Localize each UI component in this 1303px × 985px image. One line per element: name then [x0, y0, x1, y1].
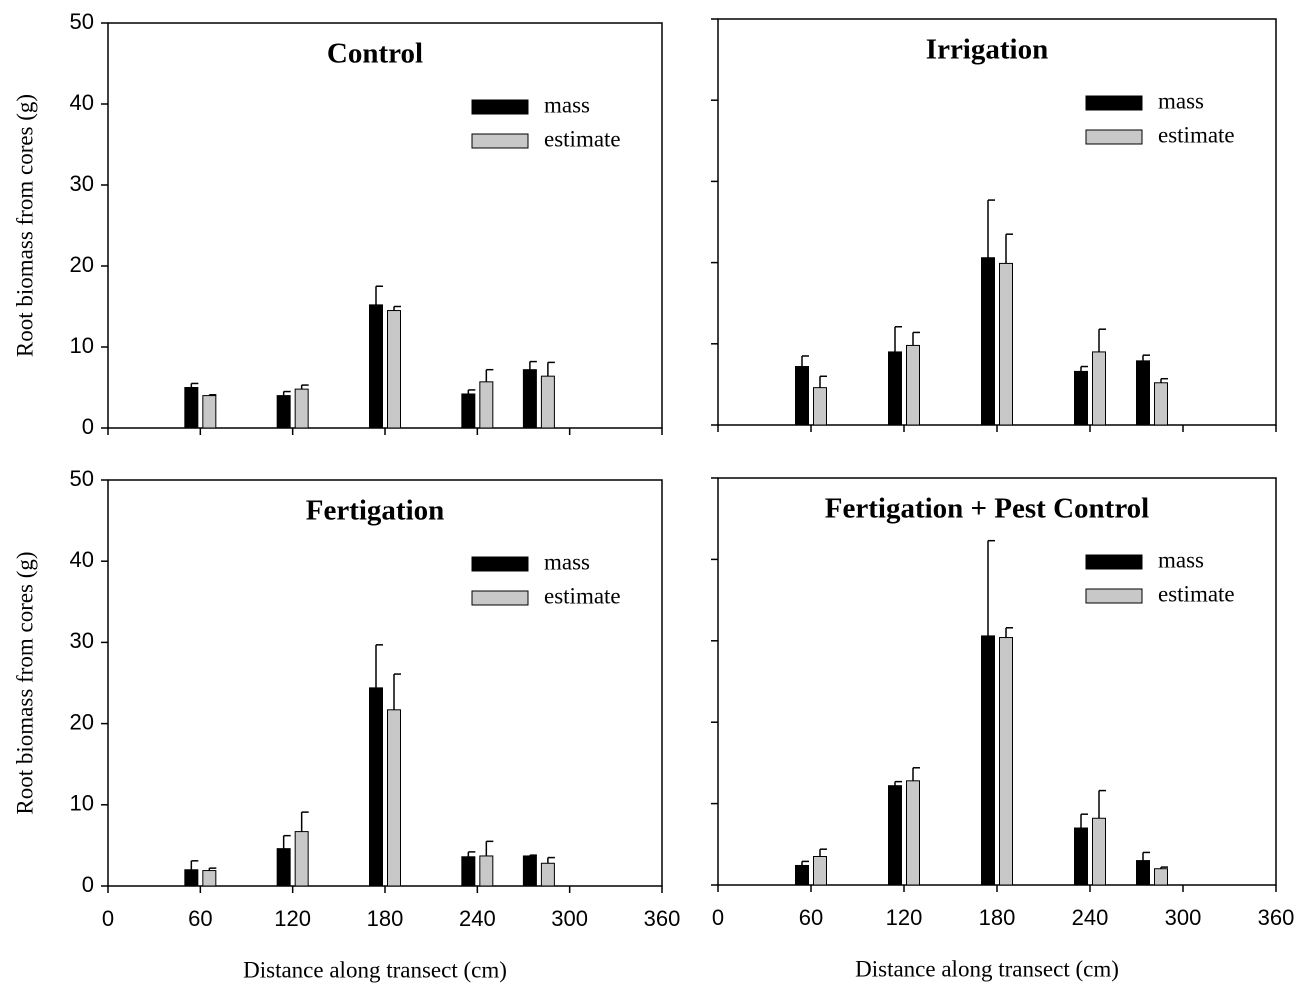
bar [1092, 351, 1106, 426]
bar [184, 387, 199, 429]
bar [202, 870, 217, 887]
x-tick-label: 60 [188, 906, 212, 931]
y-tick-label: 40 [70, 90, 94, 115]
y-axis-label: Root biomass from cores (g) [12, 94, 37, 357]
bar [522, 855, 537, 887]
x-tick-label: 240 [459, 906, 496, 931]
bar [276, 848, 291, 887]
bar [888, 351, 902, 426]
y-tick-label: 0 [82, 414, 94, 439]
legend-swatch [1085, 588, 1143, 604]
bar [1092, 817, 1106, 886]
panel-title: Fertigation [306, 495, 445, 527]
y-tick-label: 20 [70, 709, 94, 734]
x-tick-label: 240 [1072, 905, 1109, 930]
y-tick-label: 0 [82, 872, 94, 897]
panel-title: Fertigation + Pest Control [825, 493, 1149, 525]
bar [1154, 868, 1168, 886]
legend-label: estimate [1158, 122, 1235, 147]
x-tick-label: 180 [979, 905, 1016, 930]
x-tick-label: 0 [712, 905, 724, 930]
bar [888, 785, 902, 886]
y-tick-label: 20 [70, 252, 94, 277]
bar [813, 387, 827, 426]
x-tick-label: 300 [1165, 905, 1202, 930]
bar [387, 310, 401, 429]
y-tick-label: 50 [70, 466, 94, 491]
bar [999, 262, 1013, 426]
x-tick-label: 360 [1258, 905, 1295, 930]
bar [522, 369, 537, 429]
bar [461, 856, 476, 887]
legend-label: estimate [544, 126, 621, 151]
x-tick-label: 60 [799, 905, 823, 930]
legend-label: mass [544, 92, 590, 117]
legend-label: mass [1158, 88, 1204, 113]
bar [1136, 360, 1150, 426]
bar [906, 780, 920, 886]
bar [813, 856, 827, 886]
legend-swatch [1085, 554, 1143, 570]
bar [461, 393, 476, 429]
plot-frame [107, 479, 663, 887]
bar [906, 344, 920, 426]
bar [202, 395, 217, 429]
x-axis-label: Distance along transect (cm) [243, 957, 507, 982]
bar [1074, 827, 1088, 886]
bar [981, 257, 995, 426]
bar [294, 388, 309, 429]
bar [540, 375, 555, 429]
legend-swatch [471, 99, 529, 115]
y-tick-label: 10 [70, 333, 94, 358]
legend-swatch [471, 556, 529, 572]
legend-swatch [1085, 129, 1143, 145]
bar [540, 862, 555, 887]
x-tick-label: 120 [274, 906, 311, 931]
bar [795, 864, 809, 886]
y-tick-label: 40 [70, 547, 94, 572]
x-tick-label: 0 [102, 906, 114, 931]
y-axis-label: Root biomass from cores (g) [12, 551, 37, 814]
legend-label: estimate [1158, 581, 1235, 606]
bar [795, 366, 809, 426]
y-tick-label: 30 [70, 628, 94, 653]
bar [387, 709, 401, 887]
y-tick-label: 30 [70, 171, 94, 196]
legend-label: estimate [544, 583, 621, 608]
legend-swatch [471, 590, 529, 606]
y-tick-label: 10 [70, 791, 94, 816]
x-tick-label: 120 [886, 905, 923, 930]
bar [999, 637, 1013, 886]
bar [1136, 860, 1150, 886]
bar [294, 831, 309, 887]
bar [184, 869, 199, 887]
legend-label: mass [1158, 547, 1204, 572]
plot-frame [717, 477, 1277, 886]
bar [1154, 382, 1168, 426]
legend-swatch [471, 133, 529, 149]
bar [1074, 370, 1088, 426]
bar [369, 304, 383, 429]
x-axis-label: Distance along transect (cm) [855, 956, 1119, 981]
x-tick-label: 180 [367, 906, 404, 931]
bar [276, 395, 291, 429]
bar [479, 381, 494, 429]
x-tick-label: 360 [644, 906, 681, 931]
bar [981, 635, 995, 886]
panel-title: Control [327, 38, 423, 70]
legend-label: mass [544, 549, 590, 574]
bar [479, 855, 494, 887]
legend-swatch [1085, 95, 1143, 111]
panel-title: Irrigation [926, 34, 1048, 66]
y-tick-label: 50 [70, 9, 94, 34]
x-tick-label: 300 [551, 906, 588, 931]
bar [369, 687, 383, 887]
plot-frame [107, 22, 663, 429]
